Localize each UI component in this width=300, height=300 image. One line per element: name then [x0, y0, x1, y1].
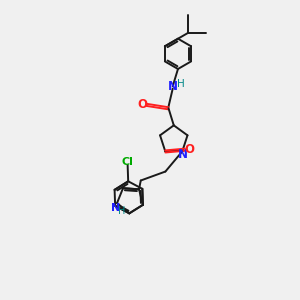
Text: N: N	[178, 148, 188, 161]
Text: N: N	[168, 80, 178, 93]
Text: O: O	[137, 98, 147, 111]
Text: O: O	[185, 143, 195, 156]
Text: H: H	[118, 206, 125, 216]
Text: N: N	[111, 202, 120, 213]
Text: Cl: Cl	[122, 157, 134, 167]
Text: H: H	[176, 80, 184, 89]
